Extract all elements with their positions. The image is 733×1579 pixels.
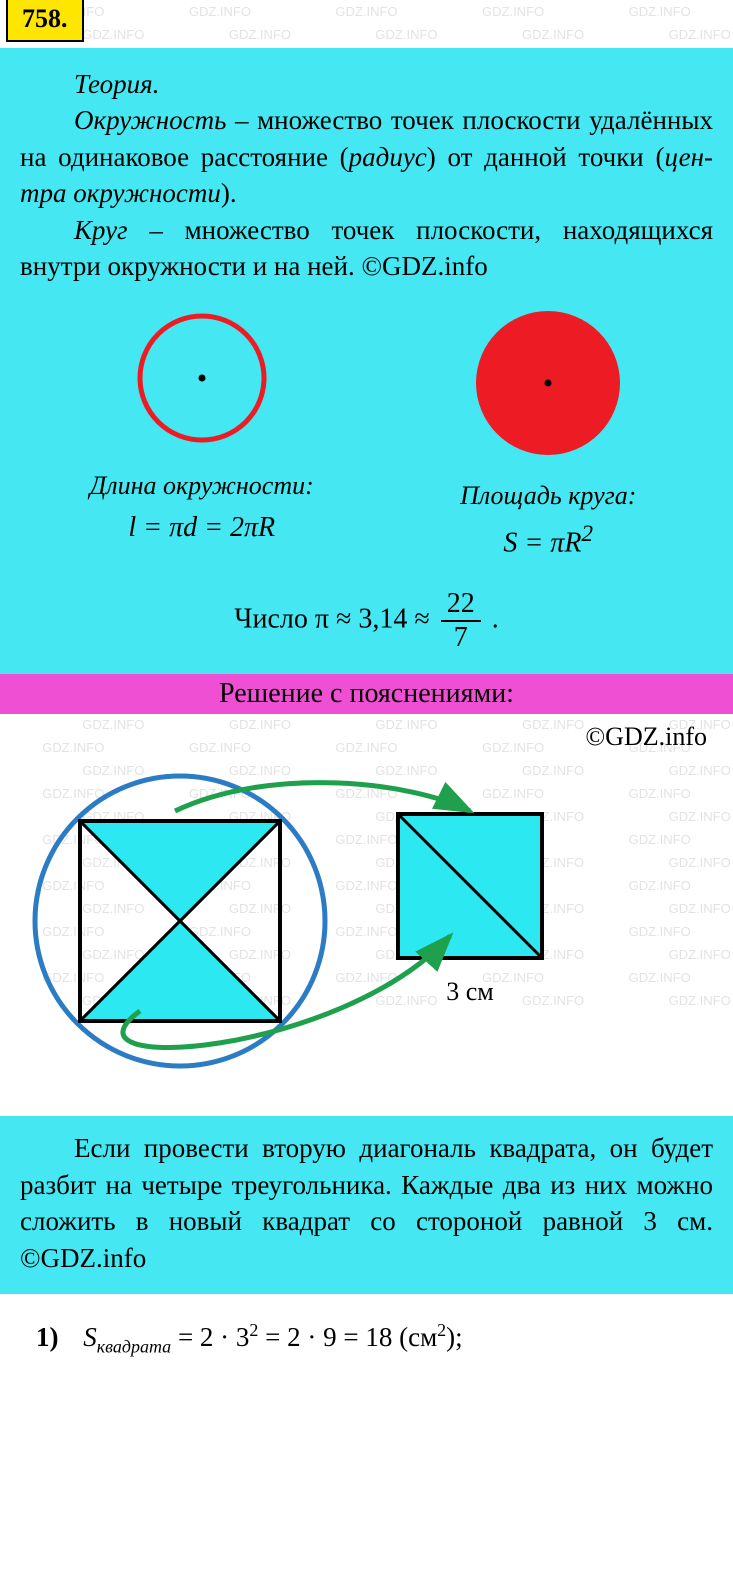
inscribed-square-diagram — [20, 766, 350, 1086]
pi-fraction: 22 7 — [441, 590, 481, 652]
circle-def-mid: ) от данной точки ( — [427, 142, 665, 172]
step-1-sub: квадрата — [97, 1336, 171, 1356]
disk-word: Круг — [74, 215, 128, 245]
circumference-formula: l = πd = 2πR — [90, 509, 314, 547]
circle-def-end: ). — [221, 178, 237, 208]
small-square-label: 3 см — [390, 977, 550, 1007]
pi-num: 22 — [441, 590, 481, 622]
disk-filled-icon — [453, 303, 643, 463]
pi-den: 7 — [441, 622, 481, 652]
area-formula-sup: 2 — [581, 521, 593, 547]
step-1-number: 1) — [36, 1322, 59, 1352]
explanation-block: Если провести вторую диагональ квадрата,… — [0, 1116, 733, 1294]
circumference-caption: Длина окружности: — [90, 468, 314, 503]
circle-outline-icon — [117, 303, 287, 453]
pi-suffix: . — [492, 604, 499, 635]
circle-definition: Окружность – множество точек плоскости у… — [20, 102, 713, 211]
figures-row: Длина окружности: l = πd = 2πR Площадь к… — [20, 303, 713, 563]
step-1-expr3: ); — [446, 1322, 463, 1352]
step-1-expr: = 2 · 3 — [171, 1322, 249, 1352]
step-1-expr2: = 2 · 9 = 18 (см — [258, 1322, 437, 1352]
radius-word: радиус — [349, 142, 427, 172]
circle-word: Окружность — [74, 105, 226, 135]
problem-number-badge: 758. — [6, 0, 84, 42]
theory-heading-text: Теория. — [74, 69, 159, 99]
small-square-icon — [390, 806, 550, 966]
badge-wrap: 758. — [0, 0, 733, 48]
area-formula-base: S = πR — [503, 527, 581, 558]
copyright-text: ©GDZ.info — [0, 714, 733, 756]
theory-heading: Теория. — [20, 66, 713, 102]
small-square-figure: 3 см — [390, 806, 550, 1007]
area-formula: S = πR2 — [453, 519, 643, 562]
area-caption: Площадь круга: — [453, 478, 643, 513]
solution-diagram: 3 см — [0, 756, 733, 1116]
circumference-figure: Длина окружности: l = πd = 2πR — [90, 303, 314, 547]
theory-block: Теория. Окружность – множество точек пло… — [0, 48, 733, 674]
disk-definition: Круг – множество точек плоскости, находя… — [20, 212, 713, 285]
page-content: 758. Теория. Окружность – множество точе… — [0, 0, 733, 1365]
area-figure: Площадь круга: S = πR2 — [453, 303, 643, 563]
explanation-text: Если провести вторую диагональ квадрата,… — [20, 1130, 713, 1276]
step-1-sup2: 2 — [437, 1320, 446, 1340]
pi-prefix: Число π ≈ 3,14 ≈ — [234, 604, 436, 635]
step-1-var: S — [83, 1322, 97, 1352]
step-1: 1) Sквадрата = 2 · 32 = 2 · 9 = 18 (см2)… — [0, 1294, 733, 1365]
solution-header: Решение с пояснениями: — [0, 674, 733, 714]
pi-approximation: Число π ≈ 3,14 ≈ 22 7 . — [20, 590, 713, 652]
